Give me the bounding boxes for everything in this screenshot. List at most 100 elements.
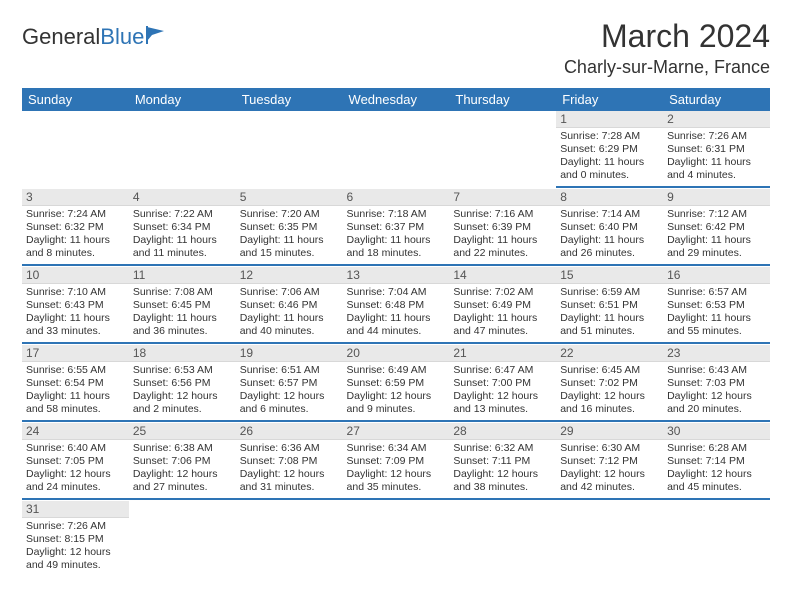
sunset-text: Sunset: 7:02 PM [560, 377, 659, 390]
day-number: 31 [22, 501, 129, 518]
sunset-text: Sunset: 6:31 PM [667, 143, 766, 156]
daylight-text: Daylight: 12 hours and 24 minutes. [26, 468, 125, 494]
calendar-day: 21Sunrise: 6:47 AMSunset: 7:00 PMDayligh… [449, 345, 556, 423]
sunset-text: Sunset: 7:03 PM [667, 377, 766, 390]
sunset-text: Sunset: 7:11 PM [453, 455, 552, 468]
daylight-text: Daylight: 11 hours and 26 minutes. [560, 234, 659, 260]
header: GeneralBlue March 2024 Charly-sur-Marne,… [22, 18, 770, 78]
location: Charly-sur-Marne, France [564, 57, 770, 78]
day-number: 6 [343, 189, 450, 206]
day-number: 30 [663, 423, 770, 440]
day-body: Sunrise: 6:40 AMSunset: 7:05 PMDaylight:… [22, 440, 129, 500]
day-body: Sunrise: 6:59 AMSunset: 6:51 PMDaylight:… [556, 284, 663, 344]
sunset-text: Sunset: 6:56 PM [133, 377, 232, 390]
sunset-text: Sunset: 6:57 PM [240, 377, 339, 390]
day-number: 5 [236, 189, 343, 206]
calendar-table: SundayMondayTuesdayWednesdayThursdayFrid… [22, 88, 770, 579]
day-number: 8 [556, 189, 663, 206]
day-number: 20 [343, 345, 450, 362]
day-number: 7 [449, 189, 556, 206]
sunrise-text: Sunrise: 6:38 AM [133, 442, 232, 455]
calendar-day [236, 501, 343, 579]
calendar-day: 13Sunrise: 7:04 AMSunset: 6:48 PMDayligh… [343, 267, 450, 345]
daylight-text: Daylight: 11 hours and 40 minutes. [240, 312, 339, 338]
daylight-text: Daylight: 12 hours and 31 minutes. [240, 468, 339, 494]
calendar-day: 15Sunrise: 6:59 AMSunset: 6:51 PMDayligh… [556, 267, 663, 345]
day-number: 29 [556, 423, 663, 440]
weekday-header: Sunday [22, 88, 129, 111]
day-body: Sunrise: 7:28 AMSunset: 6:29 PMDaylight:… [556, 128, 663, 188]
sunset-text: Sunset: 6:51 PM [560, 299, 659, 312]
sunrise-text: Sunrise: 6:45 AM [560, 364, 659, 377]
sunrise-text: Sunrise: 7:20 AM [240, 208, 339, 221]
day-body: Sunrise: 7:20 AMSunset: 6:35 PMDaylight:… [236, 206, 343, 266]
sunrise-text: Sunrise: 7:14 AM [560, 208, 659, 221]
calendar-day: 7Sunrise: 7:16 AMSunset: 6:39 PMDaylight… [449, 189, 556, 267]
sunrise-text: Sunrise: 7:18 AM [347, 208, 446, 221]
day-body: Sunrise: 7:26 AMSunset: 8:15 PMDaylight:… [22, 518, 129, 576]
day-body: Sunrise: 6:34 AMSunset: 7:09 PMDaylight:… [343, 440, 450, 500]
sunrise-text: Sunrise: 6:28 AM [667, 442, 766, 455]
weekday-header: Friday [556, 88, 663, 111]
calendar-day [449, 111, 556, 189]
day-number: 3 [22, 189, 129, 206]
sunset-text: Sunset: 6:42 PM [667, 221, 766, 234]
day-body: Sunrise: 6:36 AMSunset: 7:08 PMDaylight:… [236, 440, 343, 500]
calendar-day: 12Sunrise: 7:06 AMSunset: 6:46 PMDayligh… [236, 267, 343, 345]
day-number: 17 [22, 345, 129, 362]
calendar-day: 26Sunrise: 6:36 AMSunset: 7:08 PMDayligh… [236, 423, 343, 501]
sunset-text: Sunset: 6:46 PM [240, 299, 339, 312]
day-number: 25 [129, 423, 236, 440]
calendar-day [129, 501, 236, 579]
calendar-day: 5Sunrise: 7:20 AMSunset: 6:35 PMDaylight… [236, 189, 343, 267]
calendar-day: 8Sunrise: 7:14 AMSunset: 6:40 PMDaylight… [556, 189, 663, 267]
sunrise-text: Sunrise: 7:04 AM [347, 286, 446, 299]
day-body: Sunrise: 7:22 AMSunset: 6:34 PMDaylight:… [129, 206, 236, 266]
day-number: 15 [556, 267, 663, 284]
day-body: Sunrise: 7:14 AMSunset: 6:40 PMDaylight:… [556, 206, 663, 266]
calendar-day: 25Sunrise: 6:38 AMSunset: 7:06 PMDayligh… [129, 423, 236, 501]
weekday-header: Monday [129, 88, 236, 111]
calendar-day: 27Sunrise: 6:34 AMSunset: 7:09 PMDayligh… [343, 423, 450, 501]
sunrise-text: Sunrise: 6:30 AM [560, 442, 659, 455]
daylight-text: Daylight: 12 hours and 42 minutes. [560, 468, 659, 494]
day-body: Sunrise: 6:30 AMSunset: 7:12 PMDaylight:… [556, 440, 663, 500]
day-body: Sunrise: 6:55 AMSunset: 6:54 PMDaylight:… [22, 362, 129, 422]
weekday-header: Wednesday [343, 88, 450, 111]
sunrise-text: Sunrise: 7:26 AM [26, 520, 125, 533]
daylight-text: Daylight: 11 hours and 33 minutes. [26, 312, 125, 338]
day-number: 1 [556, 111, 663, 128]
calendar-day: 24Sunrise: 6:40 AMSunset: 7:05 PMDayligh… [22, 423, 129, 501]
sunrise-text: Sunrise: 6:47 AM [453, 364, 552, 377]
weekday-header-row: SundayMondayTuesdayWednesdayThursdayFrid… [22, 88, 770, 111]
sunrise-text: Sunrise: 7:24 AM [26, 208, 125, 221]
day-number: 11 [129, 267, 236, 284]
calendar-day: 20Sunrise: 6:49 AMSunset: 6:59 PMDayligh… [343, 345, 450, 423]
day-number: 24 [22, 423, 129, 440]
daylight-text: Daylight: 11 hours and 22 minutes. [453, 234, 552, 260]
calendar-day [556, 501, 663, 579]
day-body: Sunrise: 7:06 AMSunset: 6:46 PMDaylight:… [236, 284, 343, 344]
calendar-day: 31Sunrise: 7:26 AMSunset: 8:15 PMDayligh… [22, 501, 129, 579]
sunrise-text: Sunrise: 7:26 AM [667, 130, 766, 143]
day-body: Sunrise: 7:12 AMSunset: 6:42 PMDaylight:… [663, 206, 770, 266]
day-number: 22 [556, 345, 663, 362]
calendar-day: 3Sunrise: 7:24 AMSunset: 6:32 PMDaylight… [22, 189, 129, 267]
daylight-text: Daylight: 12 hours and 27 minutes. [133, 468, 232, 494]
day-number: 12 [236, 267, 343, 284]
day-body: Sunrise: 6:32 AMSunset: 7:11 PMDaylight:… [449, 440, 556, 500]
daylight-text: Daylight: 11 hours and 58 minutes. [26, 390, 125, 416]
day-number: 4 [129, 189, 236, 206]
sunrise-text: Sunrise: 7:12 AM [667, 208, 766, 221]
calendar-week: 24Sunrise: 6:40 AMSunset: 7:05 PMDayligh… [22, 423, 770, 501]
calendar-day [22, 111, 129, 189]
daylight-text: Daylight: 11 hours and 29 minutes. [667, 234, 766, 260]
calendar-day: 2Sunrise: 7:26 AMSunset: 6:31 PMDaylight… [663, 111, 770, 189]
calendar-day: 18Sunrise: 6:53 AMSunset: 6:56 PMDayligh… [129, 345, 236, 423]
sunset-text: Sunset: 6:43 PM [26, 299, 125, 312]
day-number: 18 [129, 345, 236, 362]
calendar-day [663, 501, 770, 579]
daylight-text: Daylight: 11 hours and 4 minutes. [667, 156, 766, 182]
sunset-text: Sunset: 6:34 PM [133, 221, 232, 234]
daylight-text: Daylight: 12 hours and 2 minutes. [133, 390, 232, 416]
